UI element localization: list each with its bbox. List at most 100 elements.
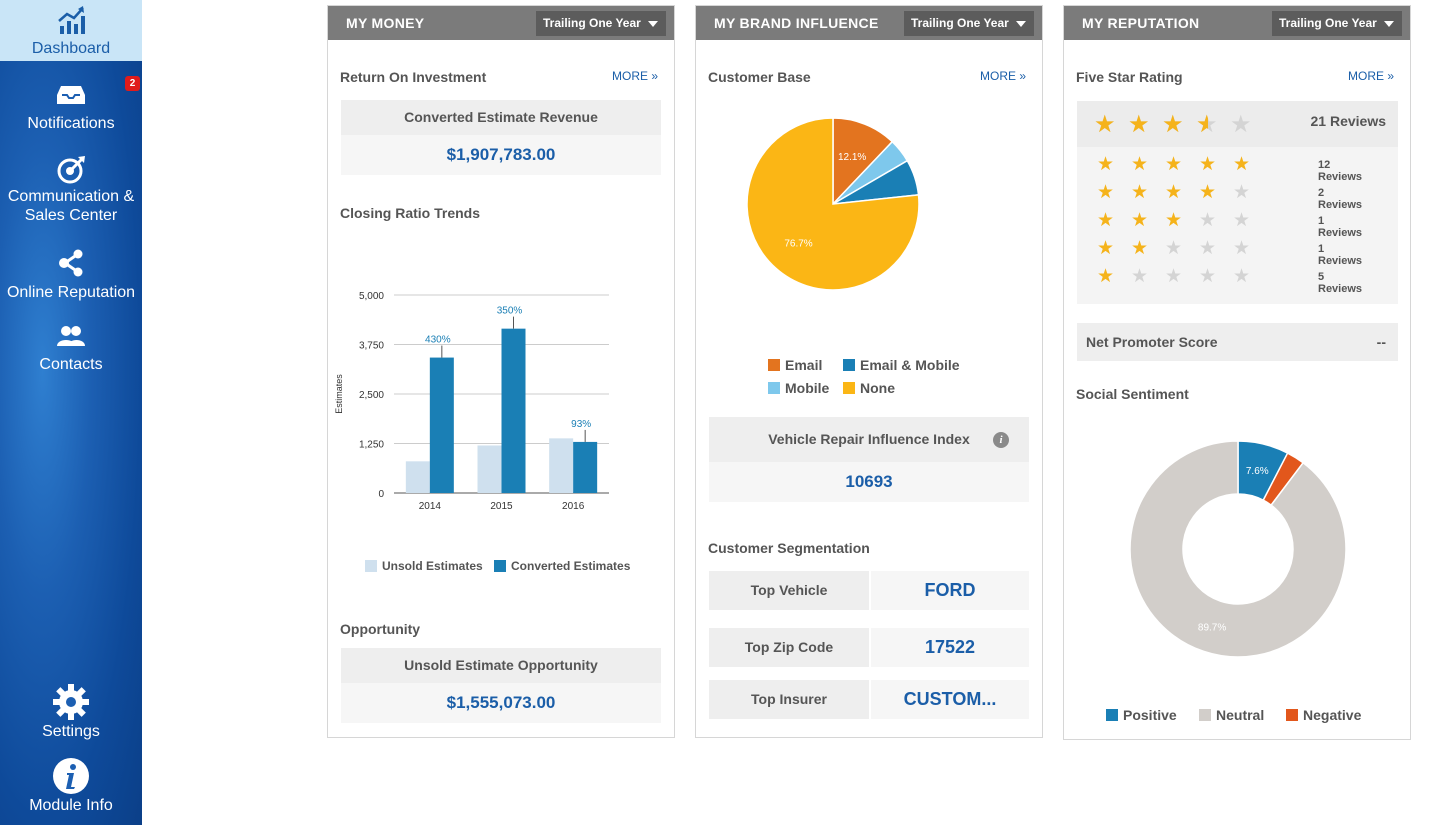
- nav-communication-label-2: Sales Center: [24, 207, 118, 224]
- top-insurer-label: Top Insurer: [709, 680, 869, 719]
- total-reviews: 21 Reviews: [1310, 113, 1387, 129]
- legend-label: Positive: [1123, 707, 1177, 723]
- panel-header: MY REPUTATION Trailing One Year: [1064, 6, 1410, 40]
- period-dropdown[interactable]: Trailing One Year: [536, 11, 666, 36]
- star-icon: ★: [1199, 266, 1217, 287]
- top-zip-code-value: 17522: [871, 628, 1029, 667]
- star-icon: ★: [1233, 210, 1251, 231]
- nav-module-info[interactable]: Module Info: [0, 757, 142, 815]
- nav-notifications-label: Notifications: [27, 115, 115, 132]
- target-icon: [57, 156, 85, 184]
- legend-label-unsold: Unsold Estimates: [382, 559, 483, 573]
- legend-label: Neutral: [1216, 707, 1265, 723]
- star-icon: ★ ★: [1128, 113, 1152, 137]
- period-value: Trailing One Year: [1279, 16, 1377, 30]
- nav-contacts[interactable]: Contacts: [0, 325, 142, 374]
- double-chevron-right-icon: »: [1019, 69, 1027, 83]
- bar-unsold: [405, 461, 430, 493]
- slice-label: 7.6%: [1246, 466, 1269, 477]
- slice-neutral: [1129, 440, 1347, 658]
- x-tick-label: 2016: [562, 501, 585, 512]
- star-icon: ★: [1165, 182, 1183, 203]
- roi-more-link[interactable]: MORE »: [612, 69, 658, 83]
- nps-box: [1077, 323, 1398, 361]
- top-vehicle-label: Top Vehicle: [709, 571, 869, 610]
- rating-summary-box: [1077, 101, 1398, 147]
- customer-base-pie-chart: 12.1% 76.7%: [746, 117, 920, 291]
- five-star-title: Five Star Rating: [1076, 69, 1183, 85]
- review-count: 1 Reviews: [1318, 243, 1363, 267]
- caret-down-icon: [1016, 21, 1026, 27]
- nav-contacts-label: Contacts: [39, 356, 103, 373]
- nav-communication-sales-center[interactable]: Communication & Sales Center: [0, 155, 142, 225]
- info-icon: [53, 758, 89, 794]
- bar-unsold: [477, 445, 502, 493]
- average-rating-stars: ★ ★ ★ ★ ★ ★ ★ ★ ★: [1094, 113, 1264, 137]
- customer-segmentation-title: Customer Segmentation: [708, 540, 870, 556]
- legend-label: None: [860, 380, 895, 396]
- legend-label: Negative: [1303, 707, 1362, 723]
- star-icon: ★: [1131, 154, 1149, 175]
- panel-header: MY BRAND INFLUENCE Trailing One Year: [696, 6, 1042, 40]
- slice-label: 12.1%: [838, 152, 866, 163]
- customer-base-more-link[interactable]: MORE »: [980, 69, 1026, 83]
- star-icon: ★: [1097, 210, 1115, 231]
- star-icon: ★: [1199, 210, 1217, 231]
- bar-unsold: [549, 438, 574, 493]
- nav-notifications[interactable]: Notifications: [0, 84, 142, 133]
- double-chevron-right-icon: »: [651, 69, 659, 83]
- legend-negative: Negative: [1286, 707, 1361, 723]
- legend-label-converted: Converted Estimates: [511, 559, 631, 573]
- my-brand-influence-panel: MY BRAND INFLUENCE Trailing One Year Cus…: [695, 5, 1043, 738]
- star-icon: ★ ★: [1094, 113, 1118, 137]
- star-icon: ★: [1233, 182, 1251, 203]
- legend-swatch: [1286, 709, 1298, 721]
- review-count: 12 Reviews: [1318, 159, 1363, 183]
- x-tick-label: 2015: [490, 501, 513, 512]
- legend-positive: Positive: [1106, 707, 1177, 723]
- star-icon: ★: [1199, 238, 1217, 259]
- star-icon: ★ ★: [1196, 111, 1218, 138]
- review-count: 2 Reviews: [1318, 187, 1363, 211]
- star-fill: ★: [1128, 113, 1150, 137]
- legend-swatch: [1199, 709, 1211, 721]
- legend-email-mobile: Email & Mobile: [843, 357, 960, 373]
- info-icon[interactable]: i: [993, 432, 1009, 448]
- star-icon: ★: [1131, 266, 1149, 287]
- bar-annotation: 430%: [425, 335, 451, 346]
- legend-swatch-converted: [494, 560, 506, 572]
- legend-label: Email & Mobile: [860, 357, 960, 373]
- star-icon: ★: [1097, 266, 1115, 287]
- period-value: Trailing One Year: [911, 16, 1009, 30]
- slice-email: [832, 117, 894, 206]
- converted-revenue-value: $1,907,783.00: [341, 135, 661, 175]
- star-icon: ★: [1165, 210, 1183, 231]
- converted-revenue-label: Converted Estimate Revenue: [341, 100, 661, 135]
- star-icon: ★: [1165, 154, 1183, 175]
- star-icon: ★: [1097, 238, 1115, 259]
- gear-icon: [53, 684, 89, 720]
- chart-trend-icon: [58, 6, 85, 34]
- panel-title: MY BRAND INFLUENCE: [714, 15, 879, 31]
- legend-swatch-unsold: [365, 560, 377, 572]
- star-icon: ★: [1233, 154, 1251, 175]
- y-axis-label: Estimates: [334, 374, 344, 414]
- nav-dashboard[interactable]: Dashboard: [0, 0, 142, 61]
- nav-module-info-label: Module Info: [29, 797, 113, 814]
- top-zip-code-label: Top Zip Code: [709, 628, 869, 667]
- y-tick-label: 0: [378, 489, 384, 500]
- star-icon: ★: [1097, 182, 1115, 203]
- period-dropdown[interactable]: Trailing One Year: [1272, 11, 1402, 36]
- star-icon: ★ ★: [1162, 113, 1186, 137]
- panel-title: MY REPUTATION: [1082, 15, 1200, 31]
- nav-settings[interactable]: Settings: [0, 683, 142, 741]
- nps-value: --: [1376, 334, 1386, 350]
- y-tick-label: 2,500: [359, 390, 384, 401]
- legend-swatch: [768, 359, 780, 371]
- nav-online-reputation[interactable]: Online Reputation: [0, 249, 142, 302]
- more-label: MORE: [980, 69, 1016, 83]
- period-dropdown[interactable]: Trailing One Year: [904, 11, 1034, 36]
- slice-label: 89.7%: [1198, 622, 1226, 633]
- five-star-more-link[interactable]: MORE »: [1348, 69, 1394, 83]
- legend-email: Email: [768, 357, 822, 373]
